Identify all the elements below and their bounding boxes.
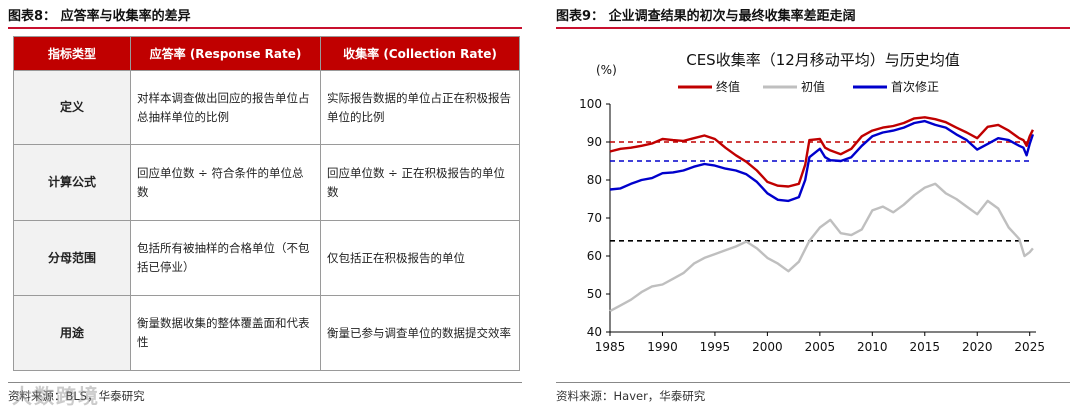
x-tick-label: 1990 — [647, 340, 678, 354]
x-tick-label: 2015 — [910, 340, 941, 354]
left-title-rule — [8, 27, 522, 29]
x-tick-label: 2020 — [962, 340, 993, 354]
left-bottom-rule — [8, 382, 522, 383]
y-tick-label: 60 — [587, 249, 602, 263]
table-row: 计算公式 回应单位数 ÷ 符合条件的单位总数 回应单位数 ÷ 正在积极报告的单位… — [13, 144, 520, 221]
table-cell: 实际报告数据的单位占正在积极报告单位的比例 — [320, 70, 520, 145]
right-source-note: 资料来源：Haver，华泰研究 — [556, 389, 706, 403]
legend-label: 终值 — [716, 79, 740, 94]
table-cell: 对样本调查做出回应的报告单位占总抽样单位的比例 — [130, 70, 321, 145]
table-row: 用途 衡量数据收集的整体覆盖面和代表性 衡量已参与调查单位的数据提交效率 — [13, 295, 520, 371]
x-tick-label: 2000 — [752, 340, 783, 354]
left-source-note: 资料来源：BLS，华泰研究 — [8, 389, 145, 403]
series-line-initial — [609, 182, 1034, 313]
comparison-table: 指标类型 应答率 (Response Rate) 收集率 (Collection… — [13, 36, 520, 371]
table-row: 分母范围 包括所有被抽样的合格单位（不包括已停业） 仅包括正在积极报告的单位 — [13, 220, 520, 296]
collection-rate-chart: CES收集率（12月移动平均）与历史均值 (%) 终值 初值 首次修正 40 50 60 70 8… — [579, 51, 1045, 354]
table-cell: 包括所有被抽样的合格单位（不包括已停业） — [130, 220, 321, 296]
right-figure-title: 图表9： 企业调查结果的初次与最终收集率差距走阔 — [556, 9, 856, 24]
header-collection-rate: 收集率 (Collection Rate) — [320, 36, 520, 71]
left-figure-title: 图表8： 应答率与收集率的差异 — [8, 9, 191, 24]
legend-label: 首次修正 — [891, 79, 939, 94]
y-tick-label: 100 — [579, 97, 602, 111]
table-cell: 衡量已参与调查单位的数据提交效率 — [320, 295, 520, 371]
row-label-definition: 定义 — [13, 70, 131, 145]
y-tick-label: 50 — [587, 287, 602, 301]
x-tick-label: 1985 — [595, 340, 626, 354]
right-bottom-rule — [556, 382, 1070, 383]
x-tick-label: 2005 — [805, 340, 836, 354]
table-cell: 仅包括正在积极报告的单位 — [320, 220, 520, 296]
series-line-first-revision — [609, 119, 1035, 203]
chart-title: CES收集率（12月移动平均）与历史均值 — [686, 51, 960, 69]
y-tick-label: 40 — [587, 325, 602, 339]
x-tick-label: 1995 — [700, 340, 731, 354]
watermark: 大数跨境 — [12, 384, 100, 408]
y-axis-unit-label: (%) — [596, 63, 617, 77]
legend-label: 初值 — [801, 79, 825, 94]
right-title-rule — [556, 27, 1070, 29]
table-cell: 回应单位数 ÷ 符合条件的单位总数 — [130, 144, 321, 221]
x-tick-label: 2025 — [1014, 340, 1045, 354]
header-indicator-type: 指标类型 — [13, 36, 131, 71]
table-cell: 回应单位数 ÷ 正在积极报告的单位数 — [320, 144, 520, 221]
y-tick-label: 70 — [587, 211, 602, 225]
table-row: 定义 对样本调查做出回应的报告单位占总抽样单位的比例 实际报告数据的单位占正在积… — [13, 70, 520, 145]
row-label-usage: 用途 — [13, 295, 131, 371]
series-line-final — [609, 116, 1034, 188]
y-tick-label: 80 — [587, 173, 602, 187]
y-tick-label: 90 — [587, 135, 602, 149]
table-cell: 衡量数据收集的整体覆盖面和代表性 — [130, 295, 321, 371]
x-tick-label: 2010 — [857, 340, 888, 354]
header-response-rate: 应答率 (Response Rate) — [130, 36, 321, 71]
row-label-denominator: 分母范围 — [13, 220, 131, 296]
row-label-formula: 计算公式 — [13, 144, 131, 221]
